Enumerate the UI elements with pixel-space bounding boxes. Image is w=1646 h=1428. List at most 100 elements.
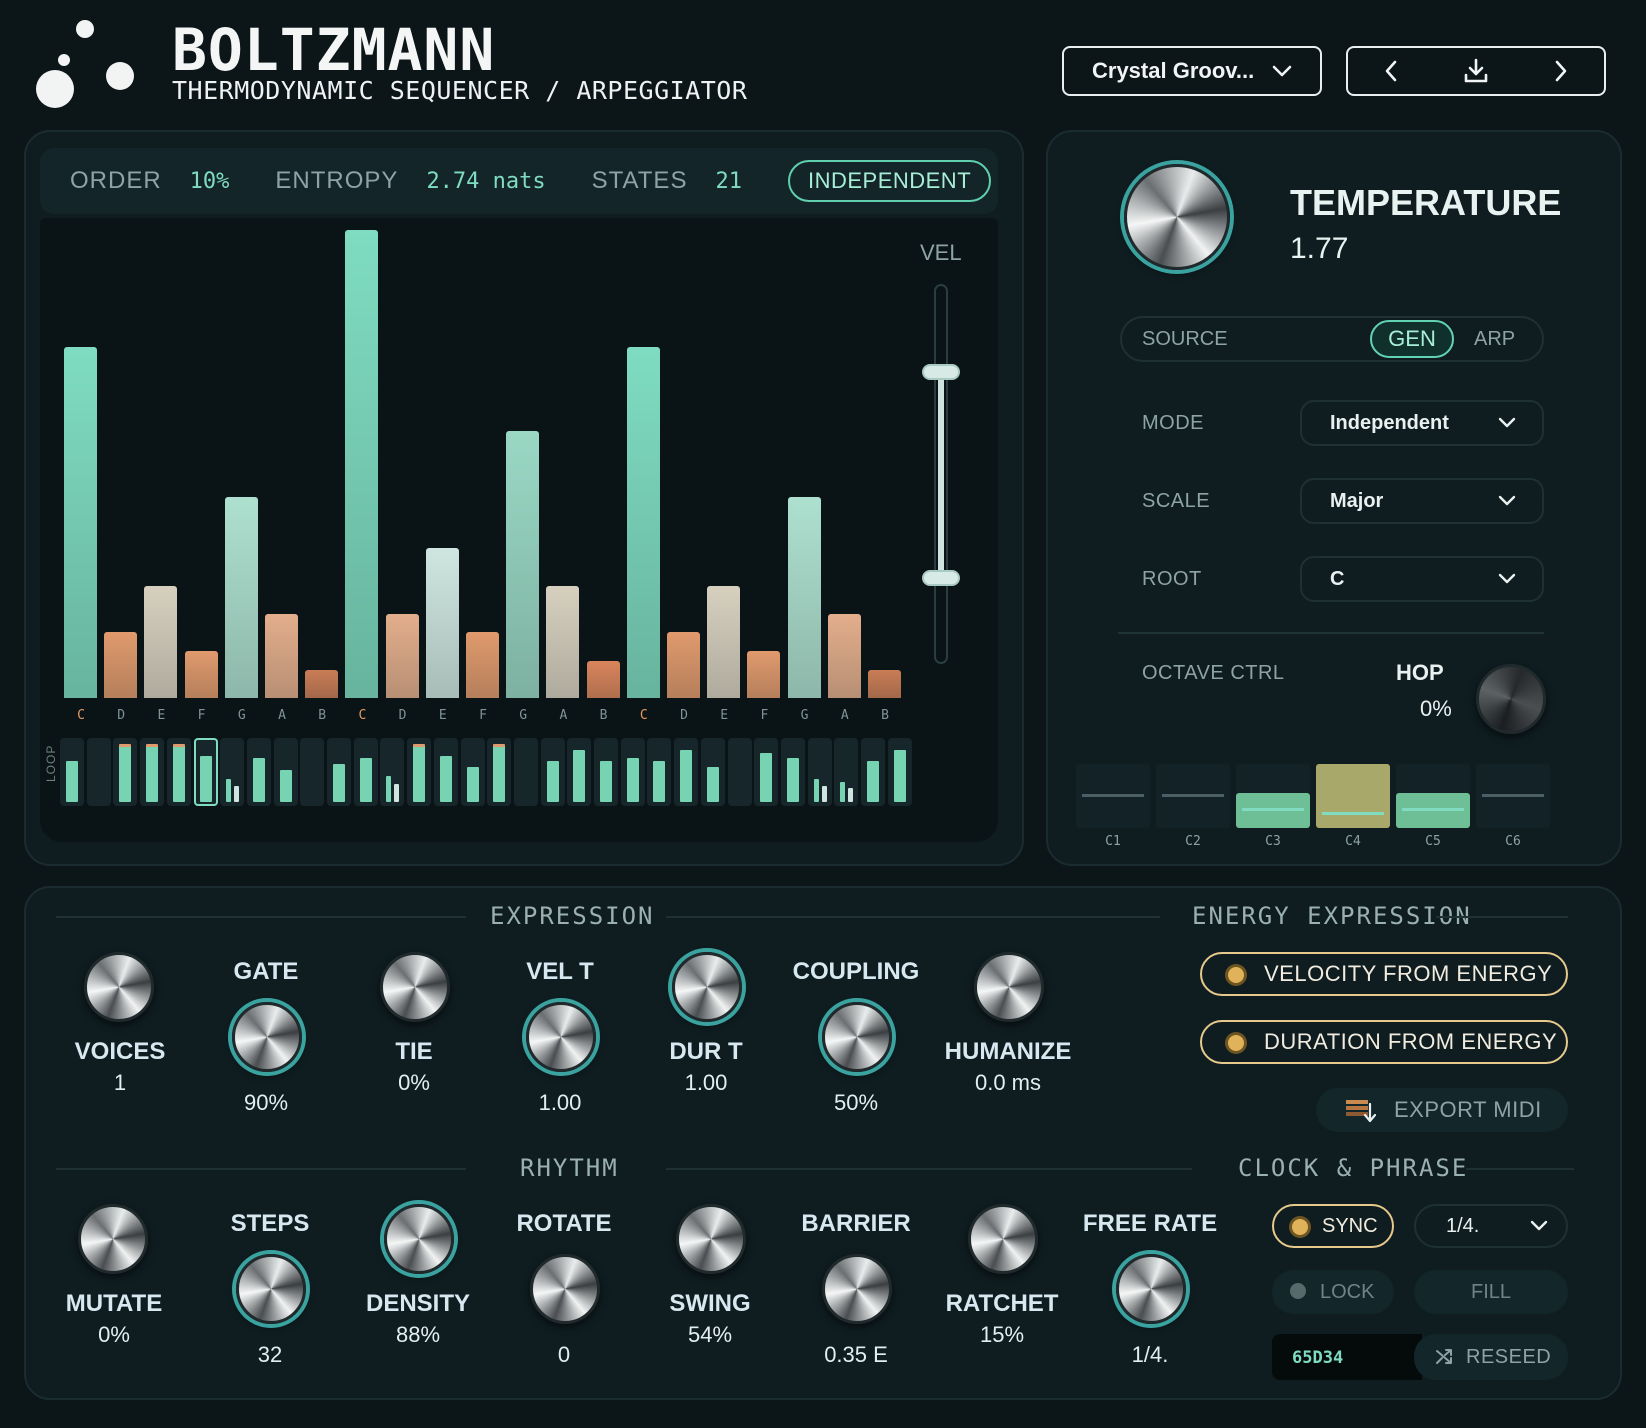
step-cell[interactable] (113, 738, 138, 806)
step-cell[interactable] (807, 738, 832, 806)
probability-bar[interactable] (466, 632, 499, 698)
probability-bar[interactable] (506, 431, 540, 698)
velocity-range-track[interactable] (934, 284, 948, 664)
voices-knob[interactable] (84, 952, 154, 1022)
step-cell[interactable] (780, 738, 805, 806)
step-cell[interactable] (594, 738, 618, 806)
probability-bar[interactable] (827, 614, 861, 698)
step-cell[interactable] (540, 738, 565, 806)
preset-selector[interactable]: Crystal Groov... (1062, 46, 1322, 96)
tie-knob[interactable] (380, 952, 450, 1022)
step-cell[interactable] (327, 738, 351, 806)
probability-bar[interactable] (144, 586, 178, 698)
mode-dropdown[interactable]: Independent (1300, 400, 1544, 446)
mutate-knob[interactable] (78, 1204, 148, 1274)
step-cell[interactable] (674, 738, 699, 806)
step-cell[interactable] (727, 738, 752, 806)
density-knob[interactable] (384, 1204, 454, 1274)
humanize-knob[interactable] (974, 952, 1044, 1022)
probability-bar[interactable] (586, 661, 620, 698)
reseed-button[interactable]: RESEED (1414, 1334, 1568, 1380)
step-cell[interactable] (834, 738, 859, 806)
probability-bar[interactable] (667, 632, 700, 698)
probability-bar[interactable] (787, 497, 821, 698)
vel-t-knob[interactable] (526, 1002, 596, 1072)
probability-bar[interactable] (64, 347, 97, 698)
probability-bar[interactable] (747, 651, 781, 698)
export-midi-button[interactable]: EXPORT MIDI (1316, 1088, 1568, 1132)
scale-dropdown[interactable]: Major (1300, 478, 1544, 524)
probability-bar[interactable] (305, 670, 339, 698)
probability-bar[interactable] (224, 497, 258, 698)
step-cell[interactable] (300, 738, 325, 806)
source-arp-option[interactable]: ARP (1474, 328, 1516, 350)
step-cell[interactable] (754, 738, 779, 806)
octave-cell-c3[interactable] (1236, 764, 1310, 828)
probability-bar[interactable] (425, 548, 459, 698)
octave-cell-c1[interactable] (1076, 764, 1150, 828)
step-cell[interactable] (647, 738, 672, 806)
step-cell[interactable] (380, 738, 405, 806)
root-dropdown[interactable]: C (1300, 556, 1544, 602)
save-preset-button[interactable] (1456, 51, 1496, 91)
independent-mode-pill[interactable]: INDEPENDENT (787, 160, 992, 202)
step-cell[interactable] (620, 738, 645, 806)
probability-bar[interactable] (104, 632, 138, 698)
duration-from-energy-toggle[interactable]: DURATION FROM ENERGY (1200, 1020, 1568, 1064)
step-cell[interactable] (246, 738, 271, 806)
probability-bar[interactable] (345, 230, 379, 698)
fill-button[interactable]: FILL (1414, 1270, 1568, 1314)
clock-rate-dropdown[interactable]: 1/4. (1414, 1204, 1568, 1248)
gate-knob[interactable] (232, 1002, 302, 1072)
step-cell[interactable] (861, 738, 885, 806)
rotate-knob[interactable] (530, 1254, 600, 1324)
step-cell[interactable] (567, 738, 592, 806)
lock-toggle[interactable]: LOCK (1272, 1270, 1394, 1314)
step-cell[interactable] (60, 738, 84, 806)
octave-cell-c4[interactable] (1316, 764, 1390, 828)
free-rate-knob[interactable] (1116, 1254, 1186, 1324)
dur-t-knob[interactable] (672, 952, 742, 1022)
step-cell[interactable] (887, 738, 912, 806)
probability-bar[interactable] (265, 614, 298, 698)
probability-bar[interactable] (546, 586, 580, 698)
probability-bar[interactable] (707, 586, 741, 698)
barrier-knob[interactable] (822, 1254, 892, 1324)
step-cell[interactable] (273, 738, 298, 806)
hop-knob[interactable] (1476, 664, 1546, 734)
source-gen-option[interactable]: GEN (1370, 320, 1454, 358)
velocity-max-handle[interactable] (922, 364, 960, 380)
swing-knob[interactable] (676, 1204, 746, 1274)
step-cell[interactable] (166, 738, 191, 806)
step-cell[interactable] (433, 738, 458, 806)
temperature-knob[interactable] (1124, 164, 1230, 270)
velocity-min-handle[interactable] (922, 570, 960, 586)
step-cell[interactable] (700, 738, 725, 806)
probability-bar[interactable] (626, 347, 660, 698)
step-cell[interactable] (487, 738, 512, 806)
step-cell[interactable] (353, 738, 378, 806)
probability-bar[interactable] (184, 651, 218, 698)
step-cell[interactable] (220, 738, 245, 806)
coupling-knob[interactable] (822, 1002, 892, 1072)
prev-preset-button[interactable] (1371, 51, 1411, 91)
rotate-value: 0 (557, 1342, 571, 1367)
step-cell[interactable] (140, 738, 165, 806)
sync-toggle[interactable]: SYNC (1272, 1204, 1394, 1248)
step-cell[interactable] (513, 738, 538, 806)
step-cell[interactable] (460, 738, 485, 806)
step-cell[interactable] (407, 738, 432, 806)
octave-cell-c6[interactable] (1476, 764, 1550, 828)
step-cell[interactable] (193, 738, 218, 806)
octave-cell-c5[interactable] (1396, 764, 1470, 828)
probability-bar[interactable] (385, 614, 419, 698)
probability-plot[interactable]: VEL LOOP C D E F G A B C D E F G A B C D E F G A B (40, 218, 998, 842)
octave-cell-c2[interactable] (1156, 764, 1230, 828)
next-preset-button[interactable] (1541, 51, 1581, 91)
steps-knob[interactable] (236, 1254, 306, 1324)
probability-bar[interactable] (868, 670, 901, 698)
step-cell[interactable] (86, 738, 111, 806)
root-label: ROOT (1142, 568, 1202, 590)
velocity-from-energy-toggle[interactable]: VELOCITY FROM ENERGY (1200, 952, 1568, 996)
ratchet-knob[interactable] (968, 1204, 1038, 1274)
